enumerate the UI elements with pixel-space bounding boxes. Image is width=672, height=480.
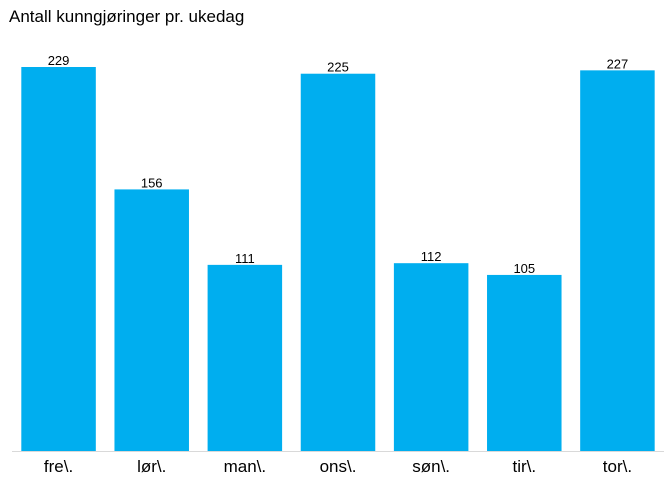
x-tick-label: ons\. bbox=[320, 457, 357, 476]
x-tick-label: søn\. bbox=[412, 457, 450, 476]
bar bbox=[21, 67, 96, 451]
bar-value-label: 111 bbox=[235, 251, 255, 266]
x-tick-label: fre\. bbox=[44, 457, 73, 476]
bar bbox=[208, 265, 283, 451]
bar-value-label: 156 bbox=[141, 175, 163, 190]
bar-value-label: 227 bbox=[607, 56, 629, 71]
bar bbox=[394, 263, 469, 451]
x-tick-label: man\. bbox=[224, 457, 267, 476]
bar-value-label: 225 bbox=[327, 60, 349, 75]
tick-label-group: fre\. lør\. man\. ons\. søn\. tir\. tor\. bbox=[44, 457, 632, 476]
bar bbox=[301, 74, 376, 451]
bar-group bbox=[21, 67, 654, 451]
bar bbox=[580, 70, 655, 451]
bar-value-label: 112 bbox=[421, 249, 442, 264]
x-tick-label: tor\. bbox=[603, 457, 632, 476]
x-tick-label: tir\. bbox=[512, 457, 536, 476]
bar-value-label: 105 bbox=[513, 261, 535, 276]
x-tick-label: lør\. bbox=[137, 457, 166, 476]
bar bbox=[487, 275, 562, 451]
bar bbox=[114, 189, 189, 451]
bar-value-label: 229 bbox=[48, 53, 70, 68]
